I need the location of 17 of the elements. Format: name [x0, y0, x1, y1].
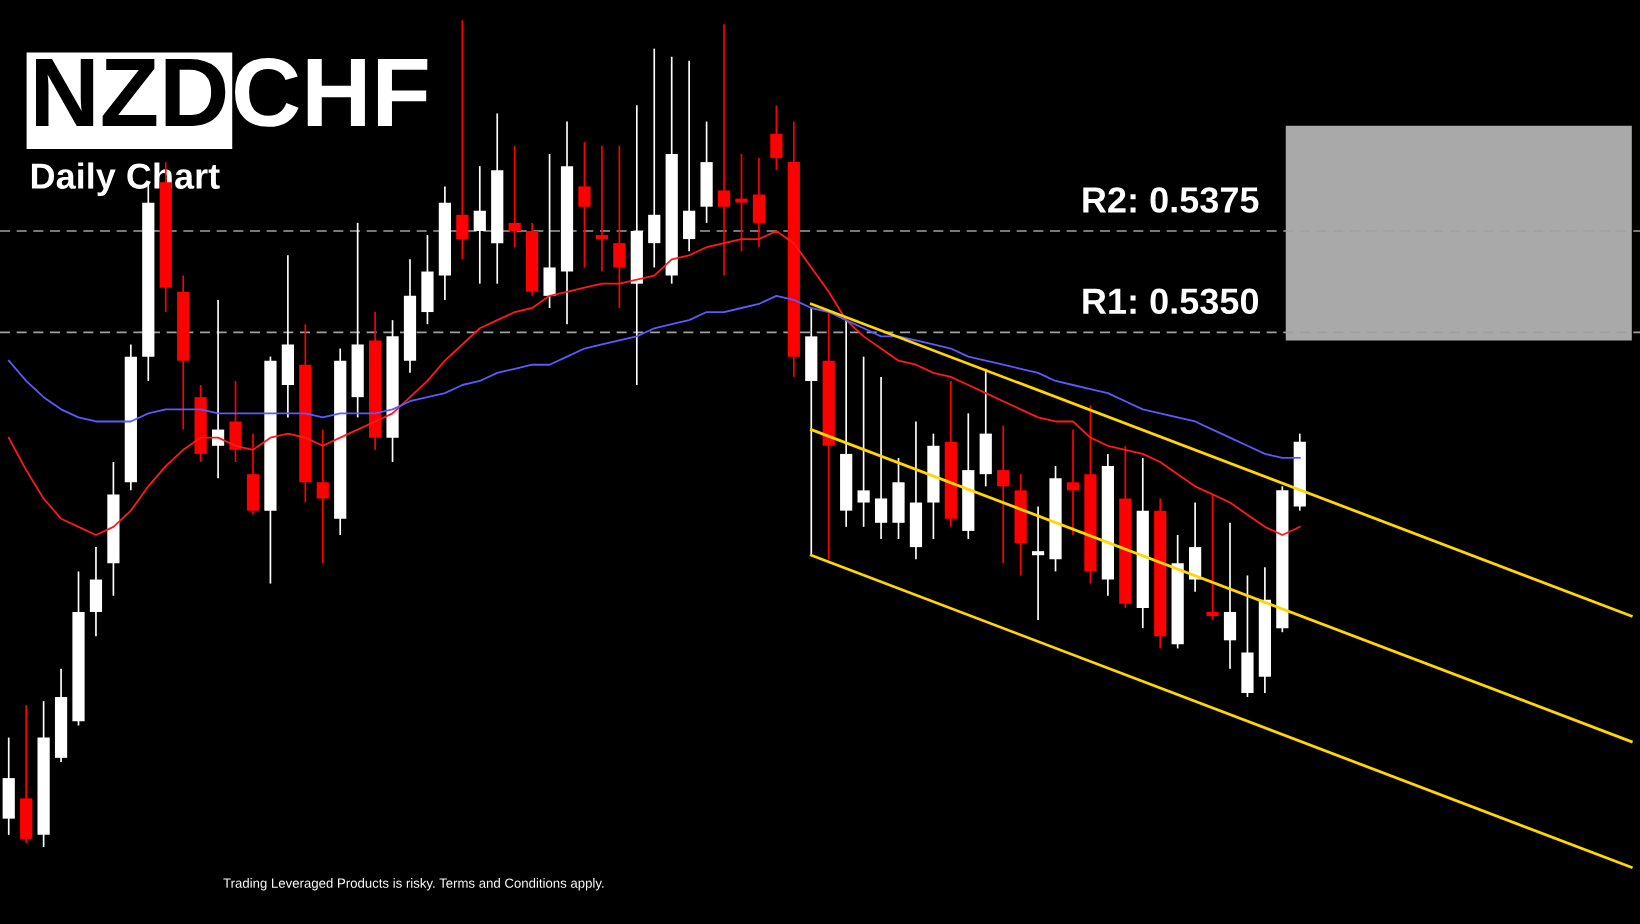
candlestick	[456, 19, 469, 261]
candlestick	[717, 23, 731, 277]
candlestick	[316, 428, 329, 565]
candlestick	[1206, 493, 1219, 621]
candlestick	[508, 145, 521, 249]
ref-line-label: R1: 0.5350	[1083, 288, 1259, 315]
chart-title: NZDCHF	[36, 58, 428, 127]
candlestick	[997, 424, 1010, 565]
ref-line-label: R2: 0.5375	[1083, 187, 1259, 213]
candlestick	[473, 165, 486, 285]
candlestick	[595, 145, 609, 273]
candlestick	[857, 355, 870, 528]
candlestick	[1031, 505, 1045, 621]
candlestick	[735, 153, 748, 253]
candlestick	[1066, 428, 1080, 536]
candlestick	[578, 141, 591, 269]
annotation: Trading Leveraged Products is risky. Terms and Conditions apply.	[223, 878, 604, 891]
